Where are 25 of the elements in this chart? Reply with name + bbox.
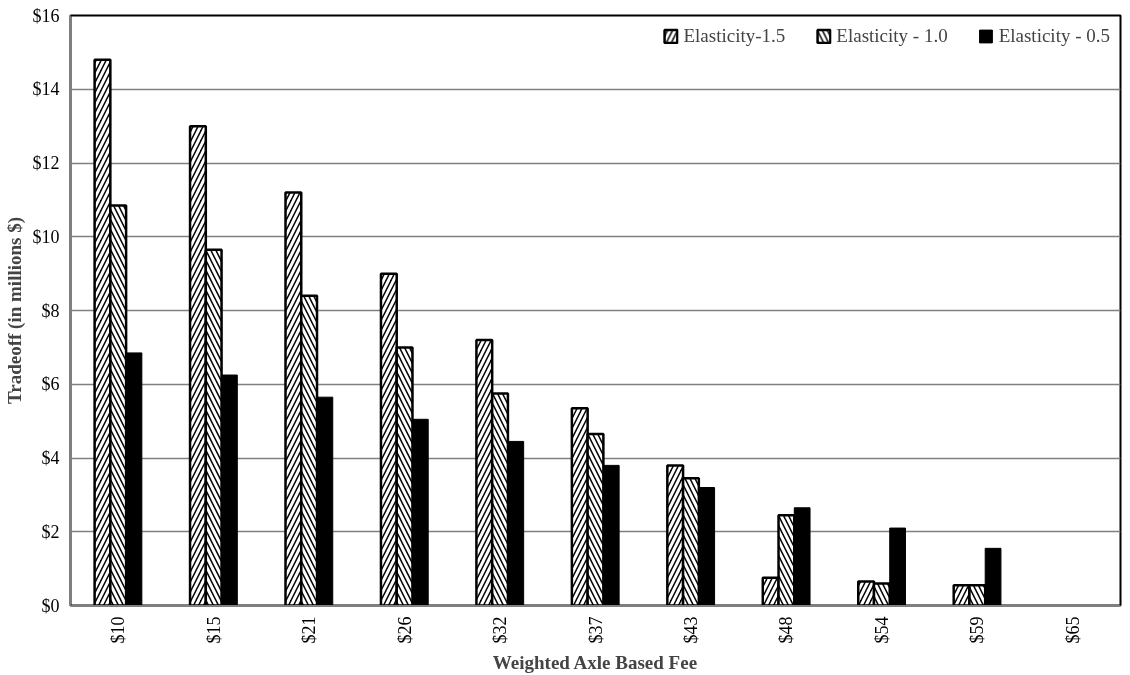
y-axis-title: Tradeoff (in millions $): [3, 216, 26, 404]
y-tick-label: $16: [32, 5, 60, 26]
legend-label: Elasticity - 1.0: [836, 25, 948, 47]
y-tick-label: $12: [32, 153, 60, 173]
x-tick-label: $15: [203, 616, 224, 644]
x-axis-title: Weighted Axle Based Fee: [492, 651, 698, 673]
x-tick-label: $37: [585, 616, 606, 644]
x-tick-label: $26: [394, 616, 415, 644]
x-tick-label: $48: [776, 616, 797, 644]
y-tick-label: $6: [41, 374, 60, 395]
y-tick-label: $10: [32, 226, 60, 247]
legend-label: Elasticity-1.5: [683, 25, 786, 47]
x-tick-label: $32: [490, 616, 511, 644]
y-tick-label: $0: [41, 595, 60, 616]
y-tick-label: $4: [41, 448, 60, 468]
x-tick-label: $65: [1062, 616, 1083, 644]
x-tick-label: $54: [871, 616, 892, 644]
y-tick-label: $14: [32, 79, 60, 100]
x-tick-label: $43: [680, 616, 701, 644]
legend-label: Elasticity - 0.5: [998, 25, 1110, 47]
y-tick-label: $2: [41, 521, 60, 542]
x-tick-label: $10: [108, 616, 129, 644]
y-tick-label: $8: [41, 300, 60, 321]
x-tick-label: $21: [299, 616, 320, 644]
x-tick-label: $59: [967, 616, 988, 644]
